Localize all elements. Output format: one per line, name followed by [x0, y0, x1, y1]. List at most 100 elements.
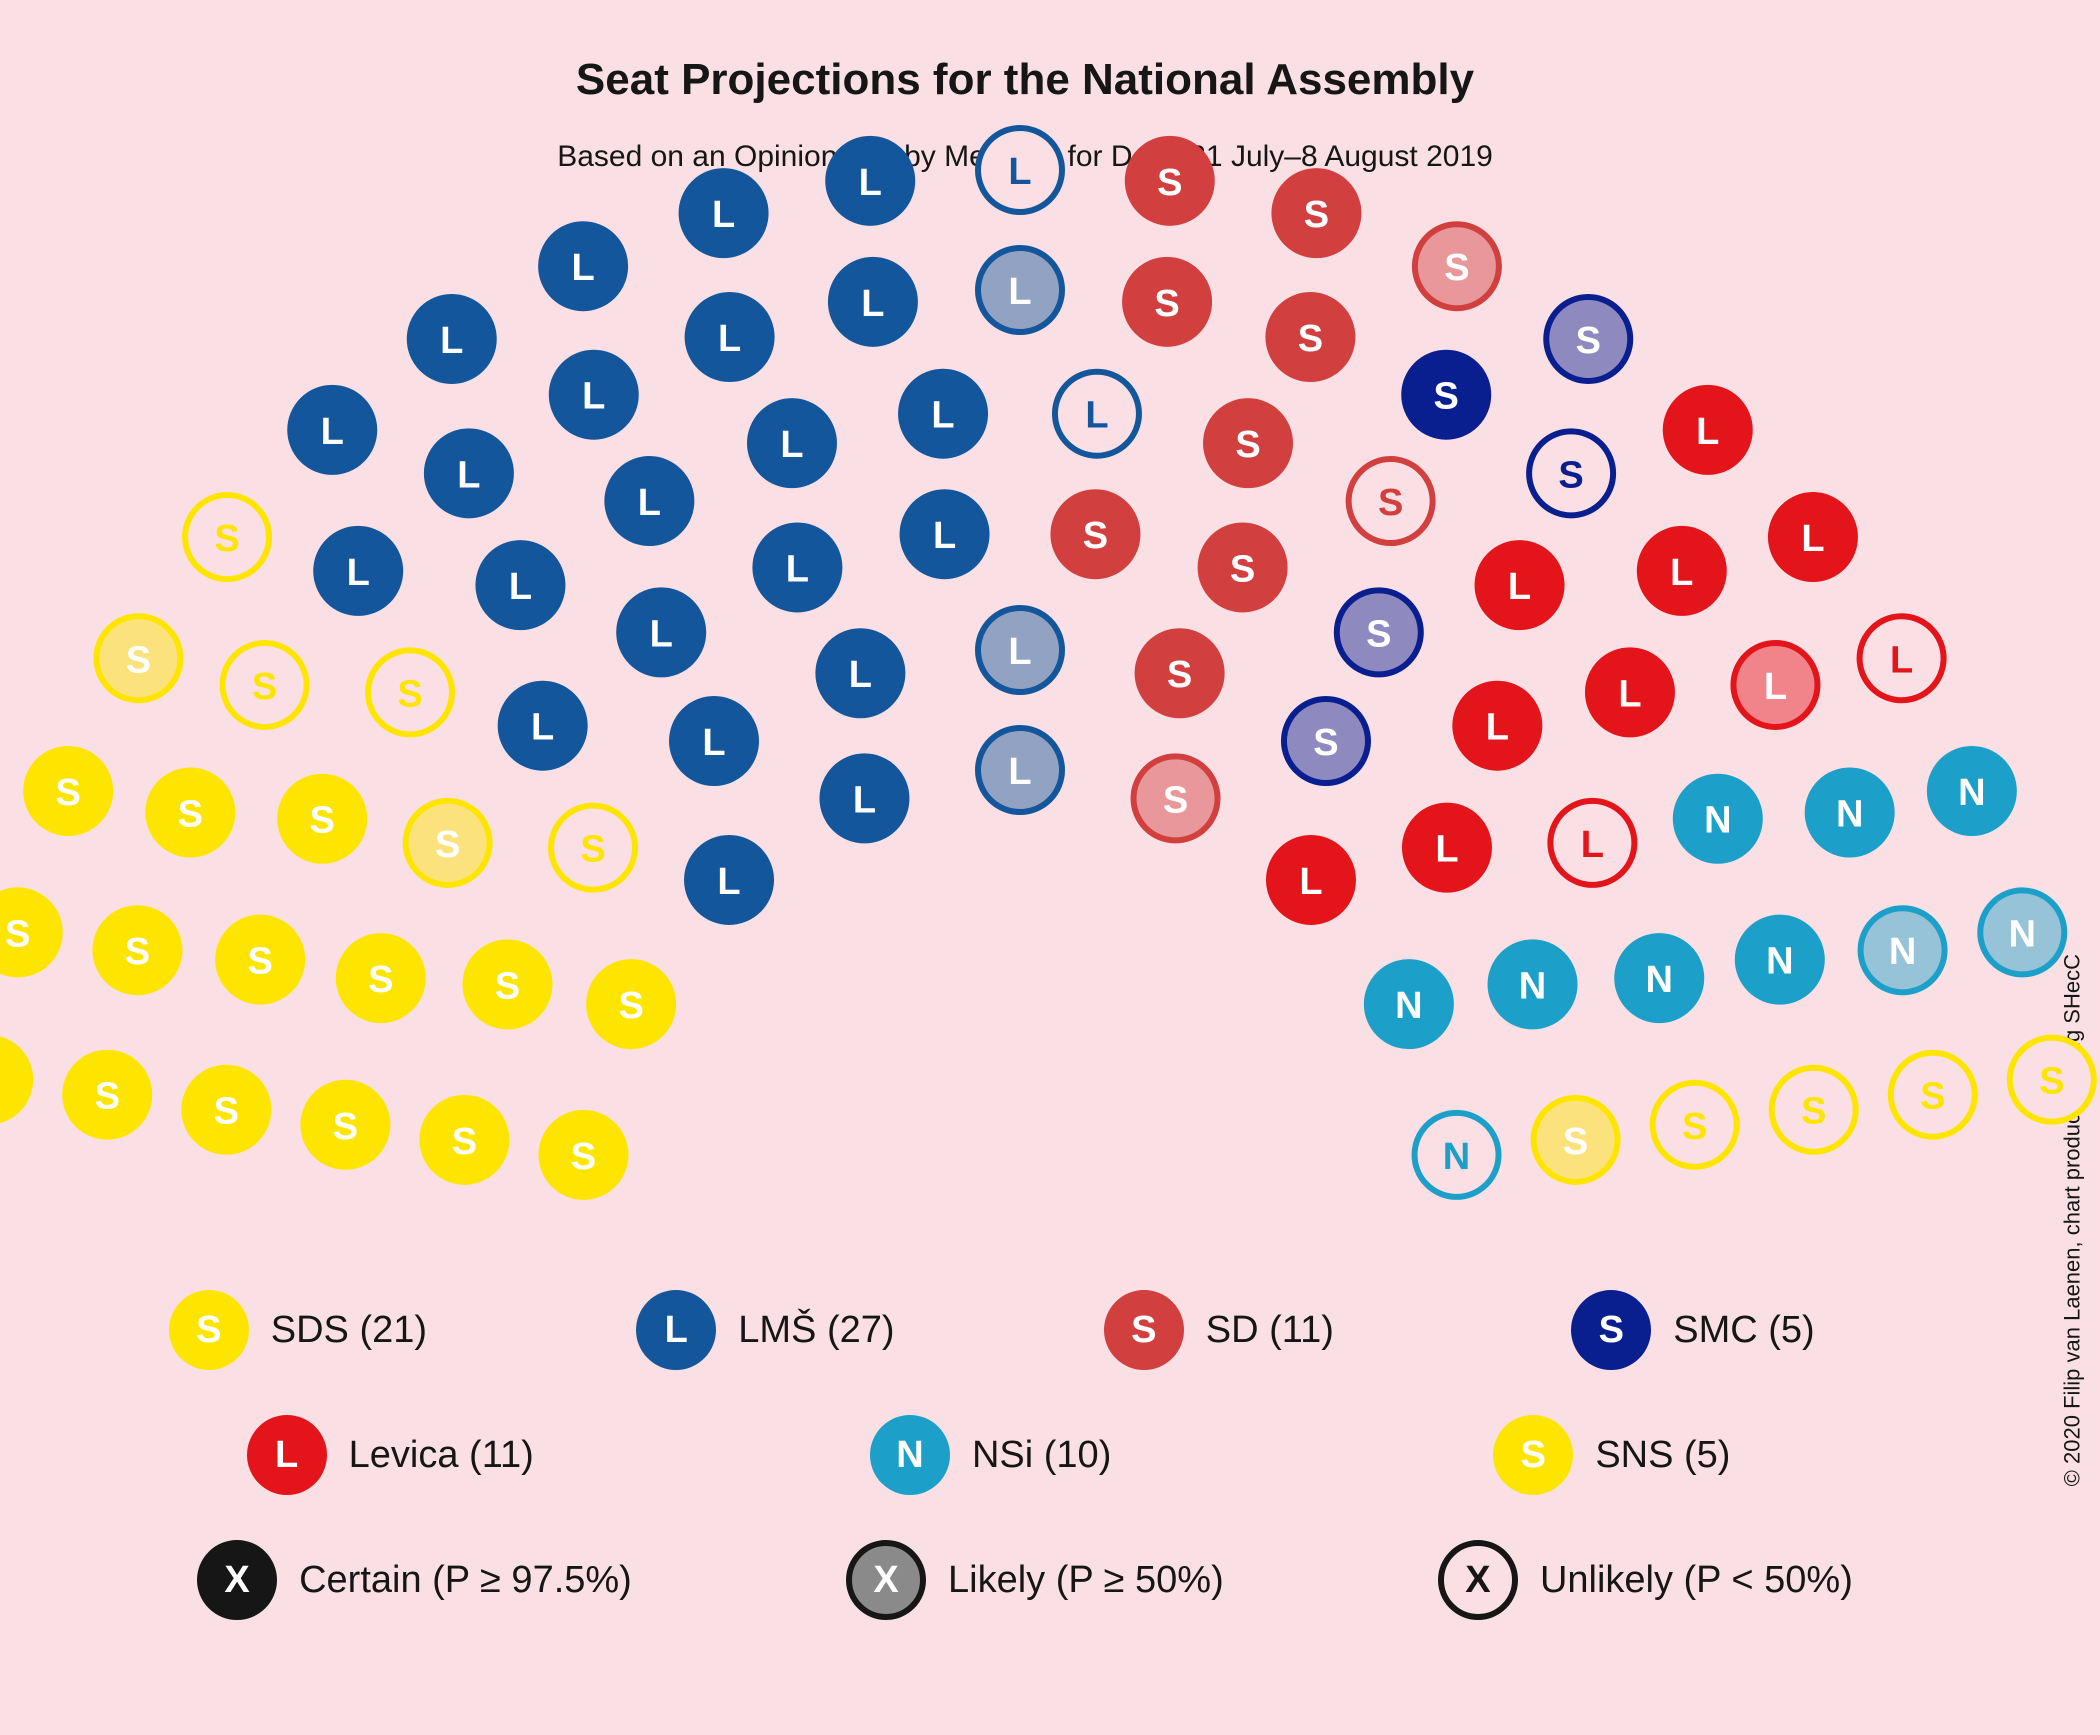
legend-swatch: N — [870, 1415, 950, 1495]
seat-letter: N — [1646, 959, 1673, 1001]
seat-letter: L — [572, 247, 595, 289]
seat: L — [901, 372, 985, 456]
seat-letter: S — [1313, 722, 1338, 764]
seat: S — [184, 1068, 268, 1152]
seat: S — [551, 806, 635, 890]
seat: L — [822, 756, 906, 840]
seat-letter: L — [582, 376, 605, 418]
seat: L — [1550, 801, 1634, 885]
seat-letter: L — [1581, 824, 1604, 866]
seat: S — [1274, 171, 1358, 255]
seat: S — [0, 890, 60, 974]
seat: L — [410, 297, 494, 381]
legend-swatch: L — [247, 1415, 327, 1495]
seat: L — [1666, 388, 1750, 472]
seat-letter: S — [214, 518, 239, 560]
seat-letter: L — [457, 454, 480, 496]
legend-prob-item: XUnlikely (P < 50%) — [1438, 1540, 1853, 1620]
seat-letter: L — [1008, 151, 1031, 193]
seat: S — [368, 650, 452, 734]
seat-letter: S — [1434, 376, 1459, 418]
seat: L — [607, 459, 691, 543]
seat: S — [1529, 431, 1613, 515]
seat: S — [96, 616, 180, 700]
legend-swatch: S — [169, 1290, 249, 1370]
seat: L — [831, 260, 915, 344]
seat-letter: L — [1486, 707, 1509, 749]
seat-letter: S — [0, 1061, 1, 1103]
legend-prob-label: Likely (P ≥ 50%) — [948, 1559, 1224, 1602]
seat-letter: L — [859, 162, 882, 204]
seat-letter: S — [1444, 247, 1469, 289]
seat: S — [465, 942, 549, 1026]
seat: S — [1284, 699, 1368, 783]
seat: L — [903, 492, 987, 576]
seat-letter: S — [1154, 283, 1179, 325]
seat-letter: L — [1299, 861, 1322, 903]
seat-letter: S — [571, 1136, 596, 1178]
legend-swatch: S — [1493, 1415, 1573, 1495]
legend-swatch: X — [197, 1540, 277, 1620]
legend-label: SMC (5) — [1673, 1309, 1814, 1352]
seat-letter: S — [368, 959, 393, 1001]
seat: L — [818, 631, 902, 715]
legend-swatch: X — [1438, 1540, 1518, 1620]
seat-letter: S — [248, 941, 273, 983]
seat: L — [1733, 643, 1817, 727]
seat: S — [339, 936, 423, 1020]
seat: S — [1653, 1083, 1737, 1167]
seat: N — [1415, 1113, 1499, 1197]
seat-letter: L — [1801, 518, 1824, 560]
legend-swatch: S — [1571, 1290, 1651, 1370]
legend-label: NSi (10) — [972, 1434, 1111, 1477]
seat-letter: L — [780, 424, 803, 466]
seat: S — [541, 1113, 625, 1197]
seat-letter: L — [509, 566, 532, 608]
seat-letter: S — [1157, 162, 1182, 204]
seat: S — [1206, 401, 1290, 485]
seat: L — [316, 529, 400, 613]
seat: S — [1337, 590, 1421, 674]
seat-letter: S — [397, 673, 422, 715]
seat-letter: L — [1890, 639, 1913, 681]
seat: S — [1268, 295, 1352, 379]
seat-letter: N — [1958, 772, 1985, 814]
seat-letter: S — [435, 824, 460, 866]
seat: S — [303, 1083, 387, 1167]
seat: L — [478, 543, 562, 627]
seat-letter: L — [1670, 552, 1693, 594]
seat-letter: L — [531, 707, 554, 749]
seat: L — [552, 353, 636, 437]
seat-letter: L — [1008, 751, 1031, 793]
seat-letter: S — [1163, 779, 1188, 821]
seat-letter: L — [321, 411, 344, 453]
seat: S — [2010, 1038, 2094, 1122]
seat-letter: L — [712, 194, 735, 236]
seat-letter: L — [853, 779, 876, 821]
seat: L — [1455, 684, 1539, 768]
legend-swatch: S — [1104, 1290, 1184, 1370]
seat-letter: L — [1008, 631, 1031, 673]
seat-letter: L — [1764, 666, 1787, 708]
seat: S — [0, 1038, 30, 1122]
seat: L — [978, 728, 1062, 812]
seat-letter: S — [1920, 1076, 1945, 1118]
seat: N — [1367, 962, 1451, 1046]
seat-letter: S — [1235, 424, 1260, 466]
seat-letter: L — [849, 654, 872, 696]
legend-label: LMŠ (27) — [738, 1309, 894, 1352]
seat: L — [978, 608, 1062, 692]
seat: N — [1980, 890, 2064, 974]
seat: N — [1491, 942, 1575, 1026]
seat-letter: S — [178, 793, 203, 835]
seat-letter: S — [1801, 1091, 1826, 1133]
seat: L — [828, 139, 912, 223]
seat: S — [185, 495, 269, 579]
seat: N — [1861, 908, 1945, 992]
seat: N — [1617, 936, 1701, 1020]
seat: L — [541, 224, 625, 308]
seat-letter: N — [1395, 985, 1422, 1027]
seat: S — [95, 908, 179, 992]
seat: S — [406, 801, 490, 885]
seat: S — [1349, 459, 1433, 543]
